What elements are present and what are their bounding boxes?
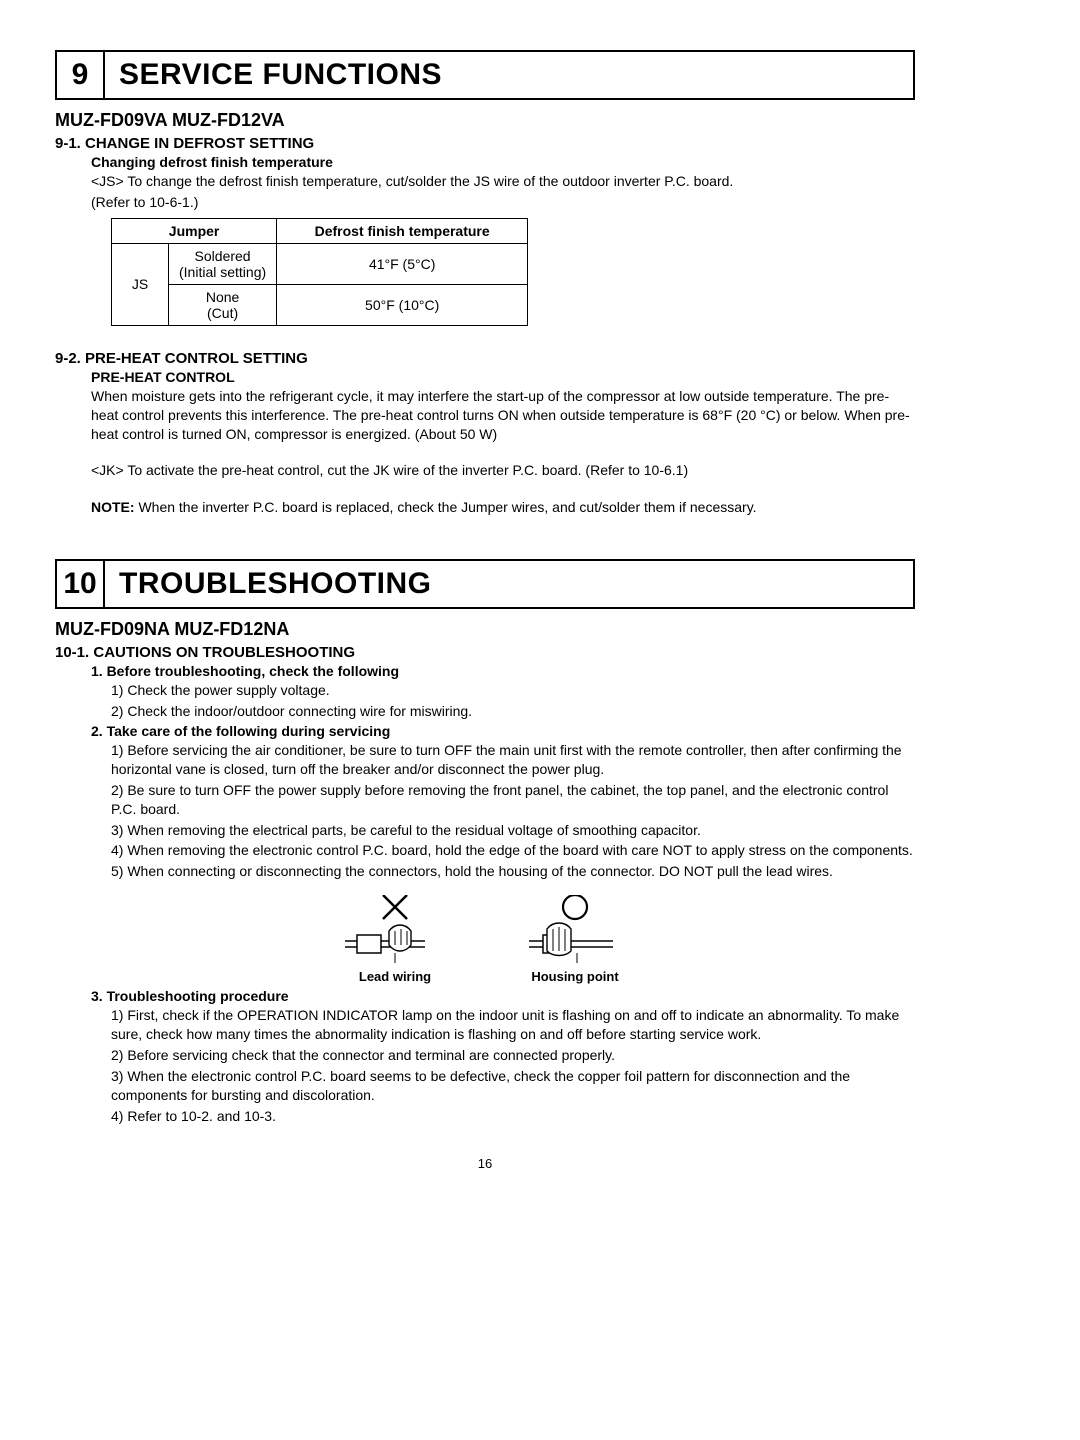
text-9-1-p2: (Refer to 10-6-1.) (91, 193, 915, 212)
item2-3: 3) When removing the electrical parts, b… (111, 821, 915, 840)
item3-3: 3) When the electronic control P.C. boar… (111, 1067, 915, 1105)
defrost-td-none-a: None (206, 289, 239, 305)
section-10-header: 10 TROUBLESHOOTING (55, 559, 915, 609)
defrost-td-none: None (Cut) (169, 284, 277, 325)
text-9-2-p1: When moisture gets into the refrigerant … (91, 387, 915, 444)
housing-point-drawing: Housing point (525, 895, 625, 984)
defrost-td-js: JS (112, 243, 169, 325)
section-10-models: MUZ-FD09NA MUZ-FD12NA (55, 619, 915, 640)
section-9-title: SERVICE FUNCTIONS (105, 52, 456, 98)
heading-9-1: 9-1. CHANGE IN DEFROST SETTING (55, 135, 915, 152)
section-9-header: 9 SERVICE FUNCTIONS (55, 50, 915, 100)
defrost-td-soldered-b: (Initial setting) (179, 264, 266, 280)
item1-2: 2) Check the indoor/outdoor connecting w… (111, 702, 915, 721)
connector-drawings: Lead wiring Housing point (55, 895, 915, 984)
item3-2: 2) Before servicing check that the conne… (111, 1046, 915, 1065)
defrost-td-none-b: (Cut) (207, 305, 238, 321)
housing-point-icon (525, 895, 625, 965)
section-9-number: 9 (57, 52, 105, 98)
heading-9-2-sub: PRE-HEAT CONTROL (91, 369, 915, 385)
page-number: 16 (55, 1156, 915, 1171)
defrost-table: Jumper Defrost finish temperature JS Sol… (111, 218, 528, 326)
heading-10-1: 10-1. CAUTIONS ON TROUBLESHOOTING (55, 644, 915, 661)
defrost-td-soldered-a: Soldered (195, 248, 251, 264)
item3-head: 3. Troubleshooting procedure (91, 988, 915, 1004)
item2-1: 1) Before servicing the air conditioner,… (111, 741, 915, 779)
note-text: When the inverter P.C. board is replaced… (135, 499, 757, 515)
heading-9-2: 9-2. PRE-HEAT CONTROL SETTING (55, 350, 915, 367)
defrost-td-soldered: Soldered (Initial setting) (169, 243, 277, 284)
item3-4: 4) Refer to 10-2. and 10-3. (111, 1107, 915, 1126)
defrost-th-jumper: Jumper (112, 218, 277, 243)
item3-1: 1) First, check if the OPERATION INDICAT… (111, 1006, 915, 1044)
defrost-th-temp: Defrost finish temperature (277, 218, 528, 243)
section-9-models: MUZ-FD09VA MUZ-FD12VA (55, 110, 915, 131)
text-9-1-p1: <JS> To change the defrost finish temper… (91, 172, 915, 191)
item2-2: 2) Be sure to turn OFF the power supply … (111, 781, 915, 819)
lead-wiring-drawing: Lead wiring (345, 895, 445, 984)
defrost-td-temp2: 50°F (10°C) (277, 284, 528, 325)
item2-4: 4) When removing the electronic control … (111, 841, 915, 860)
text-9-2-p2: <JK> To activate the pre-heat control, c… (91, 461, 915, 480)
item2-5: 5) When connecting or disconnecting the … (111, 862, 915, 881)
lead-wiring-icon (345, 895, 445, 965)
section-10-number: 10 (57, 561, 105, 607)
defrost-td-temp1: 41°F (5°C) (277, 243, 528, 284)
heading-9-1-sub: Changing defrost finish temperature (91, 154, 915, 170)
item1-1: 1) Check the power supply voltage. (111, 681, 915, 700)
section-10-title: TROUBLESHOOTING (105, 561, 446, 607)
text-9-2-note: NOTE: When the inverter P.C. board is re… (91, 498, 915, 517)
item2-head: 2. Take care of the following during ser… (91, 723, 915, 739)
item1-head: 1. Before troubleshooting, check the fol… (91, 663, 915, 679)
lead-wiring-caption: Lead wiring (359, 969, 431, 984)
note-label: NOTE: (91, 499, 135, 515)
housing-point-caption: Housing point (531, 969, 618, 984)
